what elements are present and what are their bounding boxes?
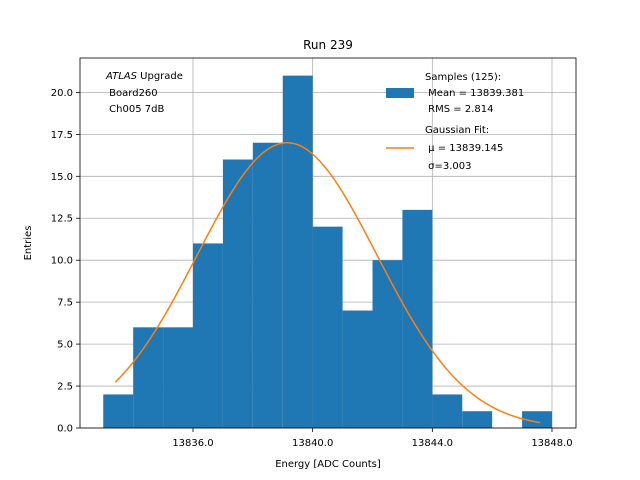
- annotation-line-1: ATLAS Upgrade: [105, 71, 183, 82]
- legend-fit-mu: μ = 13839.145: [425, 143, 503, 154]
- legend: Samples (125): Mean = 13839.381 RMS = 2.…: [386, 72, 524, 172]
- upgrade-label: Upgrade: [137, 71, 183, 82]
- legend-samples-title: Samples (125):: [425, 72, 501, 83]
- histogram-bar: [252, 142, 283, 428]
- legend-samples-mean: Mean = 13839.381: [425, 88, 524, 99]
- legend-samples-swatch: [386, 88, 414, 98]
- x-tick-label: 13840.0: [292, 438, 333, 449]
- legend-samples-rms: RMS = 2.814: [425, 104, 493, 115]
- x-tick-label: 13844.0: [412, 438, 453, 449]
- x-tick-label: 13836.0: [172, 438, 213, 449]
- y-tick-label: 20.0: [51, 88, 73, 99]
- histogram-bar: [522, 411, 552, 428]
- histogram-bars: [103, 75, 552, 428]
- annotation-line-3: Ch005 7dB: [106, 104, 164, 115]
- y-tick-label: 7.5: [57, 298, 73, 309]
- legend-fit-sigma: σ=3.003: [425, 161, 472, 172]
- histogram-bar: [222, 159, 253, 428]
- y-tick-label: 5.0: [57, 340, 73, 351]
- histogram-bar: [312, 226, 343, 428]
- histogram-bar: [103, 394, 134, 428]
- y-tick-label: 0.0: [57, 424, 73, 435]
- y-tick-label: 10.0: [51, 256, 73, 267]
- x-tick-label: 13848.0: [531, 438, 572, 449]
- y-tick-label: 2.5: [57, 382, 73, 393]
- histogram-bar: [372, 260, 403, 428]
- atlas-label: ATLAS: [105, 71, 138, 82]
- legend-fit-title: Gaussian Fit:: [425, 125, 489, 136]
- histogram-bar: [282, 75, 313, 428]
- y-tick-label: 15.0: [51, 172, 73, 183]
- gaussian-fit-line: [114, 142, 541, 424]
- y-axis-ticks: 0.0 2.5 5.0 7.5 10.0 12.5 15.0 17.5 20.0: [51, 88, 80, 435]
- histogram-bar: [402, 209, 433, 428]
- y-axis-label: Entries: [23, 226, 34, 261]
- histogram-bar: [342, 310, 373, 428]
- annotation-line-2: Board260: [106, 88, 158, 99]
- histogram-bar: [432, 394, 463, 428]
- x-axis-label: Energy [ADC Counts]: [275, 459, 381, 470]
- plot-frame: [79, 57, 577, 429]
- histogram-bar: [462, 411, 493, 428]
- y-tick-label: 17.5: [51, 130, 73, 141]
- run-annotation: ATLAS Upgrade Board260 Ch005 7dB: [105, 71, 183, 115]
- chart-title: Run 239: [303, 38, 353, 52]
- histogram-bar: [163, 327, 193, 428]
- gaussian-fit-curve: [114, 142, 541, 424]
- histogram-bar: [133, 327, 164, 428]
- x-axis-ticks: 13836.0 13840.0 13844.0 13848.0: [172, 428, 573, 449]
- histogram-bar: [193, 243, 223, 428]
- y-tick-label: 12.5: [51, 214, 73, 225]
